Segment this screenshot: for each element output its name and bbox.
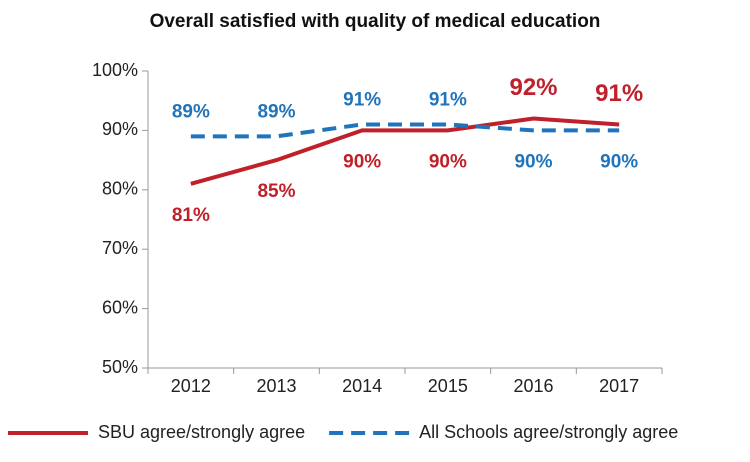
x-tick-label: 2016 xyxy=(513,376,553,396)
x-tick-label: 2013 xyxy=(256,376,296,396)
series-line xyxy=(190,116,620,186)
x-tick-label: 2012 xyxy=(171,376,211,396)
y-tick-label: 80% xyxy=(102,179,138,199)
data-label: 90% xyxy=(343,151,381,172)
data-label: 90% xyxy=(429,151,467,172)
data-label: 90% xyxy=(514,151,552,172)
x-tick-label: 2015 xyxy=(428,376,468,396)
legend-label: SBU agree/strongly agree xyxy=(98,422,305,442)
y-tick-label: 100% xyxy=(92,60,138,80)
x-tick-label: 2017 xyxy=(599,376,639,396)
data-label: 89% xyxy=(172,101,210,122)
data-label: 90% xyxy=(600,151,638,172)
legend-label: All Schools agree/strongly agree xyxy=(419,422,678,442)
x-tick-label: 2014 xyxy=(342,376,382,396)
y-tick-label: 70% xyxy=(102,238,138,258)
chart-title: Overall satisfied with quality of medica… xyxy=(150,11,601,32)
data-label: 91% xyxy=(595,80,643,107)
data-label: 81% xyxy=(172,205,210,226)
y-tick-label: 50% xyxy=(102,357,138,377)
data-label: 91% xyxy=(343,89,381,110)
series-line xyxy=(190,122,620,139)
y-tick-label: 60% xyxy=(102,297,138,317)
data-label: 85% xyxy=(257,181,295,202)
y-tick-label: 90% xyxy=(102,119,138,139)
data-label: 91% xyxy=(429,89,467,110)
data-label: 89% xyxy=(257,101,295,122)
data-label: 92% xyxy=(509,74,557,101)
